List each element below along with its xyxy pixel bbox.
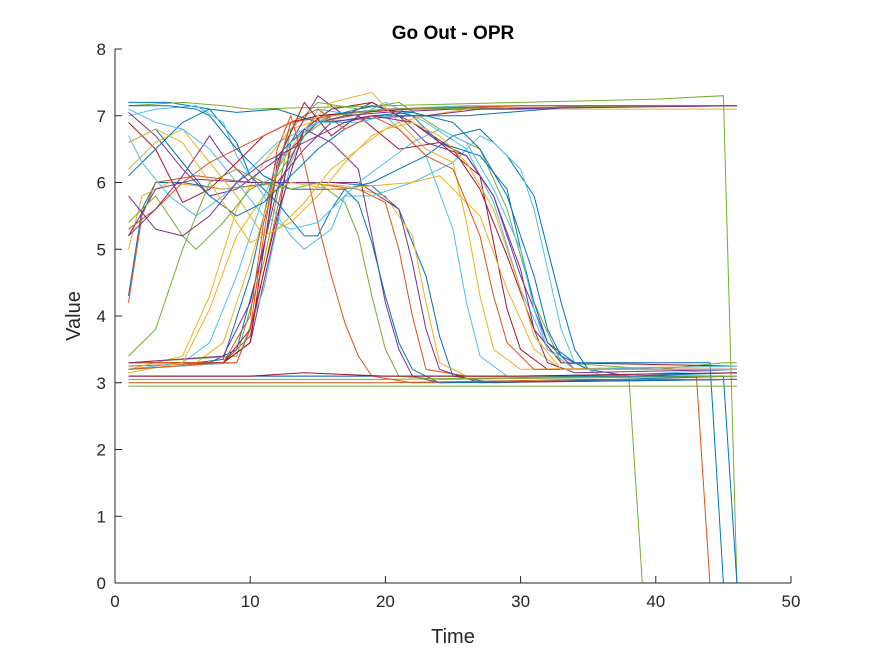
x-tick-label: 10 — [241, 592, 260, 611]
series-line-41 — [128, 108, 737, 370]
series-line-36 — [128, 378, 737, 384]
x-axis-label: Time — [431, 626, 475, 648]
series-line-13 — [128, 105, 737, 377]
y-tick-label: 7 — [97, 107, 106, 126]
series-line-6 — [128, 101, 737, 370]
y-tick-label: 8 — [97, 40, 106, 59]
x-ticks: 0 10 20 30 40 50 — [110, 576, 800, 611]
series-line-12 — [128, 101, 737, 377]
x-tick-label: 50 — [782, 592, 801, 611]
series-line-22 — [128, 105, 737, 177]
series-line-24 — [128, 105, 737, 230]
chart-title: Go Out - OPR — [392, 23, 515, 44]
x-tick-label: 20 — [376, 592, 395, 611]
series-line-42 — [128, 121, 737, 370]
y-axis-label: Value — [63, 291, 85, 341]
y-ticks: 0 1 2 3 4 5 6 7 8 — [97, 40, 122, 593]
series-line-28 — [128, 91, 737, 370]
y-tick-label: 0 — [97, 574, 106, 593]
series-line-27 — [128, 101, 737, 370]
y-tick-label: 1 — [97, 507, 106, 526]
series-line-21 — [128, 105, 737, 237]
x-tick-label: 40 — [646, 592, 665, 611]
series-layer — [128, 91, 738, 584]
series-line-30 — [128, 114, 737, 384]
y-tick-label: 6 — [97, 174, 106, 193]
series-line-10 — [128, 181, 737, 377]
plot-area — [115, 49, 791, 583]
series-line-14 — [128, 95, 738, 584]
x-tick-label: 30 — [511, 592, 530, 611]
series-line-25 — [128, 105, 737, 251]
series-line-8 — [128, 182, 737, 384]
series-line-37 — [128, 175, 737, 374]
series-line-11 — [128, 178, 737, 384]
series-line-33 — [128, 168, 737, 380]
series-line-34 — [128, 372, 737, 377]
y-tick-label: 2 — [97, 441, 106, 460]
y-tick-label: 3 — [97, 374, 106, 393]
x-tick-label: 0 — [110, 592, 119, 611]
series-line-38 — [128, 108, 737, 370]
y-tick-label: 4 — [97, 307, 106, 326]
y-tick-label: 5 — [97, 240, 106, 259]
